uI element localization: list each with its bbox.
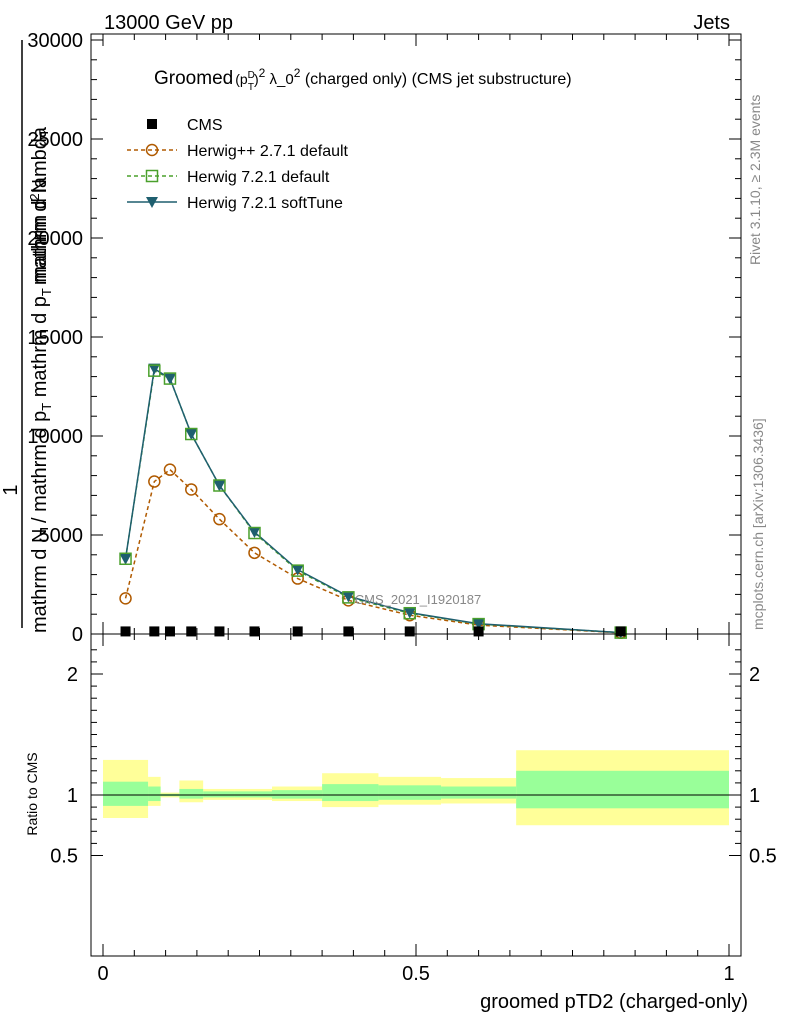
legend-marker-3 bbox=[146, 197, 158, 208]
main-ytick-label-4: 20000 bbox=[27, 228, 83, 250]
series-3-point-3 bbox=[185, 429, 198, 441]
ratio-inner-band-0 bbox=[103, 781, 149, 806]
series-2-point-5 bbox=[248, 526, 261, 540]
ratio-y-label: Ratio to CMS bbox=[24, 752, 40, 835]
ratio-ytick-label-right-2: 2 bbox=[749, 664, 760, 686]
main-ytick-label-1: 5000 bbox=[39, 525, 84, 547]
series-3-point-0 bbox=[119, 553, 132, 565]
series-3-point-8 bbox=[403, 607, 416, 619]
series-3-point-2 bbox=[163, 373, 176, 385]
ratio-ytick-label-right-0: 0.5 bbox=[749, 846, 777, 868]
series-0-point-4 bbox=[214, 626, 225, 637]
series-2-point-1 bbox=[148, 364, 161, 377]
series-2-point-3 bbox=[185, 427, 198, 441]
series-0-point-7 bbox=[343, 626, 354, 637]
ratio-inner-band-8 bbox=[378, 785, 442, 800]
series-3-point-6 bbox=[291, 564, 304, 576]
series-1-point-5 bbox=[248, 546, 261, 560]
series-3-point-4 bbox=[213, 480, 226, 492]
plot-title: Groomed (pD T)2 λ_02 (charged only) (CMS j… bbox=[154, 66, 572, 93]
analysis-watermark: CMS_2021_I1920187 bbox=[355, 592, 482, 607]
main-ytick-label-2: 10000 bbox=[27, 426, 83, 448]
series-1-point-2 bbox=[163, 463, 177, 476]
legend-label-0: CMS bbox=[187, 117, 223, 134]
legend-marker-1 bbox=[145, 143, 159, 157]
series-3-point-5 bbox=[248, 527, 261, 539]
ratio-xtick-label-0: 0 bbox=[97, 963, 108, 985]
series-1-point-0 bbox=[119, 592, 132, 605]
ratio-ytick-label-left-1: 1 bbox=[67, 785, 78, 807]
legend-marker-2 bbox=[145, 169, 159, 183]
main-y-axis-label: mathrm d2N 1 mathrm d N / mathrm d pT ma… bbox=[0, 40, 54, 633]
series-0-point-5 bbox=[249, 626, 260, 637]
series-0-point-6 bbox=[292, 626, 303, 637]
ratio-inner-band-3 bbox=[179, 788, 204, 799]
ratio-inner-band-1 bbox=[148, 786, 161, 802]
series-3-point-7 bbox=[342, 591, 355, 603]
series-2-point-2 bbox=[163, 372, 177, 385]
series-0-point-8 bbox=[404, 626, 415, 637]
series-0-point-0 bbox=[120, 626, 131, 637]
main-ytick-label-3: 15000 bbox=[27, 327, 83, 349]
legend-marker-0 bbox=[147, 119, 157, 129]
ratio-ytick-label-right-1: 1 bbox=[749, 785, 760, 807]
series-0-point-1 bbox=[149, 626, 160, 637]
series-2-point-8 bbox=[403, 606, 416, 620]
series-2-point-4 bbox=[213, 479, 226, 492]
axis-ticks: 0 5000 10000 15000 20000 25000 30000 0 0.5 1 0.5 0.… bbox=[27, 30, 776, 985]
main-ytick-label-6: 30000 bbox=[27, 30, 83, 52]
ylabel-top-numerator: mathrm d2N bbox=[27, 179, 51, 285]
main-ytick-label-5: 25000 bbox=[27, 129, 83, 151]
ratio-xtick-label-1: 0.5 bbox=[402, 963, 430, 985]
header-right: Jets bbox=[693, 12, 730, 34]
series-1-point-3 bbox=[185, 483, 198, 496]
ratio-ytick-label-left-0: 0.5 bbox=[50, 846, 78, 868]
series-2-point-6 bbox=[291, 564, 304, 577]
main-series-group bbox=[119, 363, 627, 640]
ratio-inner-band-7 bbox=[322, 784, 379, 802]
series-2-point-0 bbox=[119, 552, 132, 566]
ratio-inner-band-4 bbox=[203, 791, 235, 798]
legend-label-2: Herwig 7.2.1 default bbox=[187, 169, 330, 186]
ylabel-denominator: mathrm d N / mathrm d pT mathrm d pT mat… bbox=[29, 126, 54, 633]
series-3-point-9 bbox=[472, 618, 485, 630]
ratio-inner-band-10 bbox=[516, 770, 729, 809]
series-3-point-1 bbox=[148, 363, 161, 375]
series-line-1 bbox=[124, 468, 621, 634]
ratio-inner-band-5 bbox=[234, 791, 273, 798]
ratio-inner-band-9 bbox=[441, 786, 517, 799]
legend: CMS Herwig++ 2.7.1 default Herwig 7.2.1 de… bbox=[127, 117, 349, 212]
main-ytick-label-0: 0 bbox=[72, 624, 83, 646]
legend-label-1: Herwig++ 2.7.1 default bbox=[187, 143, 349, 160]
series-0-point-2 bbox=[164, 626, 175, 637]
ratio-uncertainty-bands bbox=[103, 750, 729, 826]
legend-label-3: Herwig 7.2.1 softTune bbox=[187, 195, 343, 212]
ylabel-frac-one: 1 bbox=[0, 484, 22, 495]
series-1-point-4 bbox=[213, 512, 226, 526]
series-0-point-3 bbox=[186, 626, 197, 637]
series-0-point-10 bbox=[615, 626, 626, 637]
ratio-inner-band-6 bbox=[272, 790, 323, 799]
series-1-point-1 bbox=[148, 475, 161, 488]
x-axis-label: groomed pTD2 (charged-only) bbox=[480, 991, 748, 1013]
header-left: 13000 GeV pp bbox=[104, 12, 233, 34]
rivet-label: Rivet 3.1.10, ≥ 2.3M events bbox=[747, 95, 763, 265]
ratio-ytick-label-left-2: 2 bbox=[67, 664, 78, 686]
ratio-xtick-label-2: 1 bbox=[723, 963, 734, 985]
series-2-point-7 bbox=[342, 591, 355, 604]
mcplots-label: mcplots.cern.ch [arXiv:1306.3436] bbox=[750, 418, 766, 630]
